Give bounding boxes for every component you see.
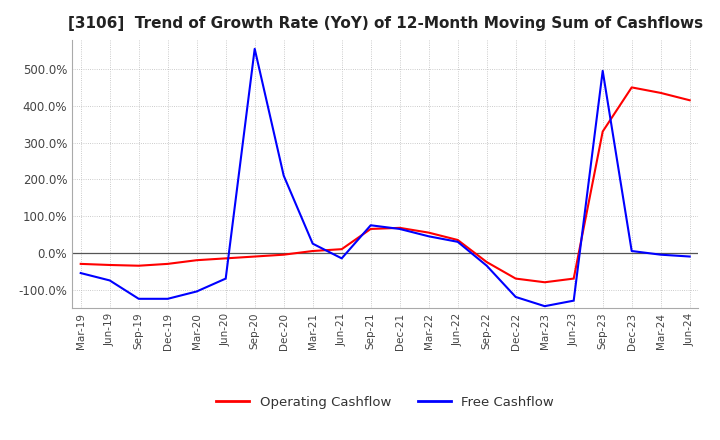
Title: [3106]  Trend of Growth Rate (YoY) of 12-Month Moving Sum of Cashflows: [3106] Trend of Growth Rate (YoY) of 12-… xyxy=(68,16,703,32)
Legend: Operating Cashflow, Free Cashflow: Operating Cashflow, Free Cashflow xyxy=(211,391,559,414)
